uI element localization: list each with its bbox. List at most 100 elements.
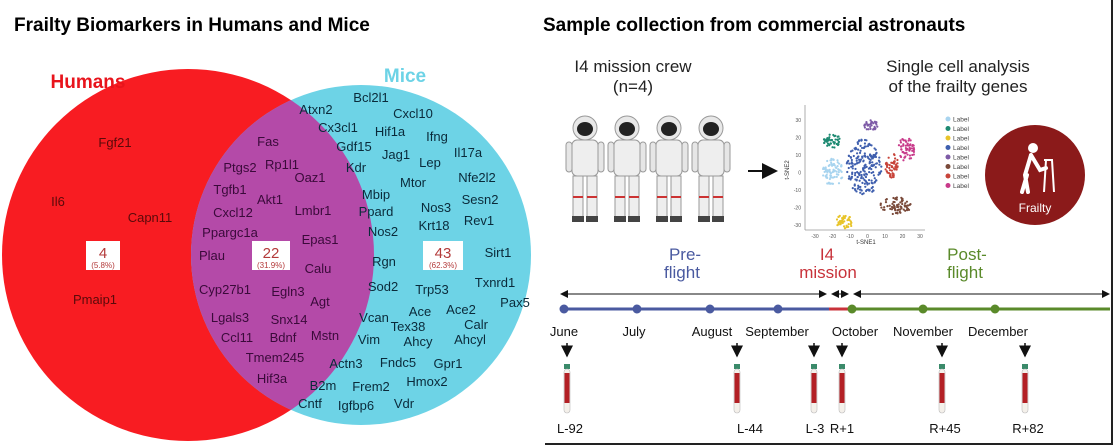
gene-label: Lep <box>419 155 441 170</box>
tsne-point <box>826 137 829 140</box>
tsne-point <box>824 168 827 171</box>
gene-label: Cx3cl1 <box>318 120 358 135</box>
timepoint-label: R+82 <box>1012 421 1043 436</box>
tsne-point <box>852 154 855 158</box>
blood-tube-icon <box>938 363 946 414</box>
humans-label: Humans <box>51 72 126 93</box>
tsne-point <box>829 174 832 177</box>
tsne-point <box>853 163 856 166</box>
count-mice-only: 43 (62.3%) <box>423 241 463 270</box>
gene-label: Lgals3 <box>211 310 249 325</box>
timepoint-label: R+45 <box>929 421 960 436</box>
count-overlap: 22 (31.9%) <box>252 241 290 270</box>
gene-label: Plau <box>199 248 225 263</box>
tsne-point <box>863 142 867 145</box>
tsne-point <box>843 215 847 218</box>
legend-label: Label <box>953 126 969 133</box>
tsne-point <box>899 141 902 144</box>
tsne-point <box>875 162 879 165</box>
tsne-point <box>893 207 896 210</box>
tsne-point <box>836 138 839 142</box>
gene-label: Igfbp6 <box>338 398 374 413</box>
tsne-point <box>900 200 904 203</box>
tsne-point <box>869 123 872 126</box>
legend-label: Label <box>953 117 969 124</box>
tsne-point <box>885 161 888 164</box>
tsne-point <box>892 204 896 207</box>
gene-label: Calr <box>464 317 489 332</box>
astronaut-icon <box>607 115 647 223</box>
tsne-point <box>832 176 835 179</box>
tsne-point <box>878 156 881 159</box>
tsne-point <box>842 225 846 228</box>
count-value: 22 <box>263 245 280 262</box>
tsne-point <box>903 152 906 155</box>
tsne-point <box>873 163 876 166</box>
gene-label: Vdr <box>394 396 415 411</box>
tsne-point <box>836 143 839 146</box>
tsne-point <box>850 176 853 180</box>
tsne-point <box>859 170 862 174</box>
tsne-point <box>874 166 877 169</box>
blood-tube-icon <box>733 363 741 414</box>
phase-pre-line2: flight <box>664 263 700 282</box>
tsne-point <box>865 172 868 175</box>
tsne-point <box>837 221 840 224</box>
tsne-point <box>911 144 914 147</box>
tsne-point <box>905 151 908 154</box>
tsne-point <box>840 165 843 168</box>
tsne-point <box>904 144 907 147</box>
gene-label: Capn11 <box>128 210 173 225</box>
tsne-point <box>912 148 916 151</box>
tsne-point <box>878 160 881 163</box>
tsne-point <box>869 125 872 129</box>
tsne-point <box>836 135 839 138</box>
tsne-point <box>899 155 903 159</box>
tsne-point <box>862 177 865 180</box>
tsne-point <box>893 168 896 171</box>
tsne-point <box>826 142 830 145</box>
gene-label: Atxn2 <box>299 102 332 117</box>
gene-label: B2m <box>310 378 337 393</box>
gene-label: Cyp27b1 <box>199 282 251 297</box>
tsne-point <box>859 185 862 189</box>
tsne-point <box>855 157 858 160</box>
tsne-point <box>873 181 876 184</box>
gene-label: Gdf15 <box>336 139 371 154</box>
tsne-point <box>888 169 892 172</box>
tsne-point <box>847 166 850 170</box>
count-humans-only: 4 (5.8%) <box>86 241 120 270</box>
tsne-point <box>886 163 889 166</box>
tsne-point <box>907 139 910 142</box>
tsne-point <box>863 126 867 129</box>
tsne-xtick: -10 <box>846 234 853 240</box>
tsne-point <box>828 168 831 171</box>
tsne-point <box>835 175 838 178</box>
tsne-point <box>902 139 906 142</box>
tsne-xtick: 10 <box>882 234 888 240</box>
legend-label: Label <box>953 164 969 171</box>
tsne-point <box>826 144 829 147</box>
legend-swatch <box>945 135 951 141</box>
tsne-point <box>870 164 874 167</box>
gene-label: Frem2 <box>352 379 390 394</box>
tsne-point <box>908 154 912 157</box>
gene-label: Kdr <box>346 160 367 175</box>
tsne-point <box>909 139 912 142</box>
tsne-point <box>840 177 843 180</box>
tsne-point <box>834 138 837 141</box>
tsne-point <box>863 170 866 173</box>
month-label: June <box>550 324 578 339</box>
tsne-ytick: 0 <box>798 171 801 177</box>
overlap-region <box>191 85 374 425</box>
legend-label: Label <box>953 174 969 181</box>
tsne-point <box>902 208 905 211</box>
tsne-point <box>822 167 825 170</box>
tsne-point <box>867 128 870 131</box>
gene-label: Vim <box>358 332 380 347</box>
astronaut-icon <box>565 115 605 223</box>
tsne-point <box>851 164 854 168</box>
tsne-point <box>886 204 889 208</box>
gene-label: Nos3 <box>421 200 451 215</box>
tsne-point <box>841 216 844 220</box>
